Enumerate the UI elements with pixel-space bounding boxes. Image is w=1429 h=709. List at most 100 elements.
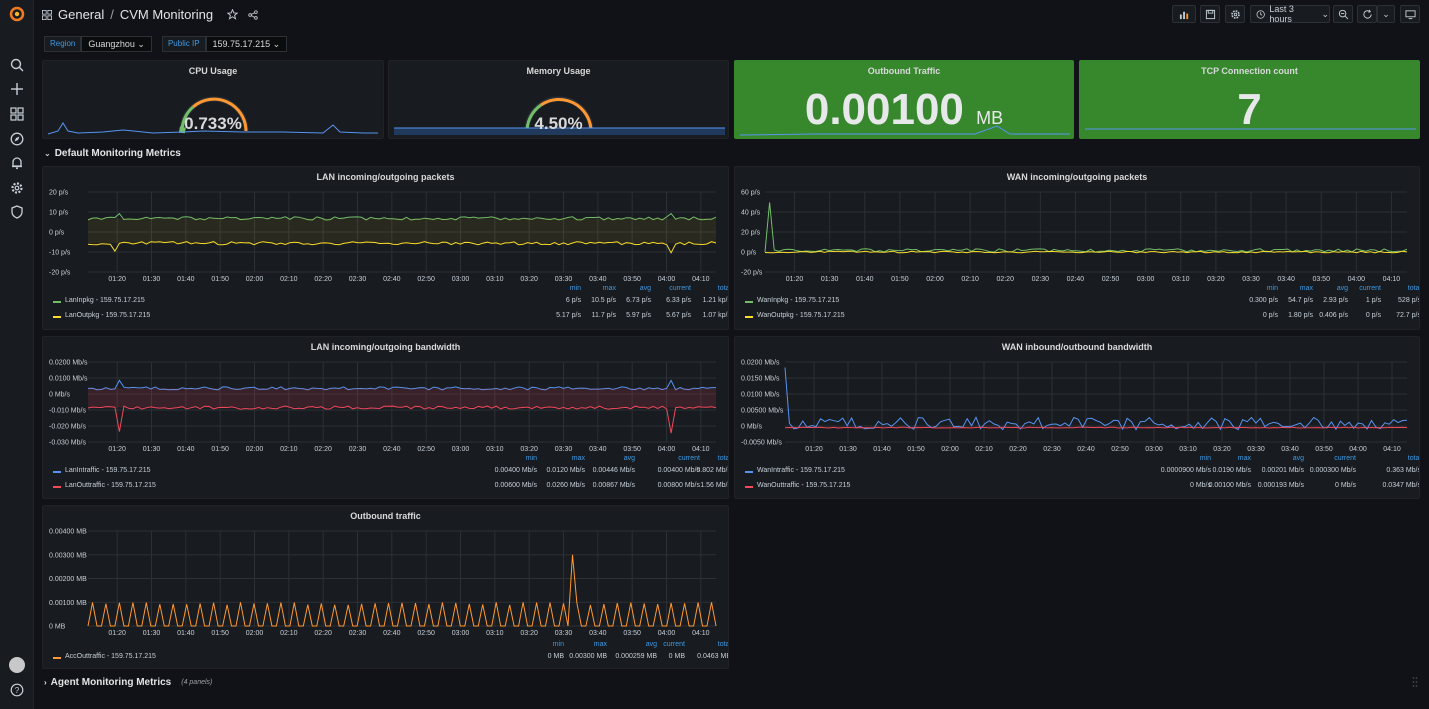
legend-row[interactable]: LanInpkg - 159.75.17.215 6 p/s 10.5 p/s 6.7…	[51, 297, 728, 307]
user-avatar[interactable]	[9, 657, 25, 673]
legend-series-name[interactable]: WanInpkg - 159.75.17.215	[757, 297, 840, 304]
wan-bandwidth-panel[interactable]: WAN inbound/outbound bandwidth 0.0200 Mb…	[734, 336, 1420, 499]
tcp-connection-panel[interactable]: TCP Connection count 7	[1079, 60, 1420, 139]
lan-bandwidth-panel[interactable]: LAN incoming/outgoing bandwidth 0.0200 M…	[42, 336, 729, 499]
legend-row[interactable]: WanOuttraffic - 159.75.17.215 0 Mb/s 0.001…	[743, 482, 1419, 492]
legend-series-name[interactable]: LanIntraffic - 159.75.17.215	[65, 467, 151, 474]
legend-header-max[interactable]: max	[602, 285, 616, 292]
legend-header-min[interactable]: min	[1266, 285, 1278, 292]
row-agent-metrics[interactable]: › Agent Monitoring Metrics (4 panels)	[44, 677, 212, 688]
alerting-bell-icon[interactable]	[9, 155, 25, 171]
legend-header-avg[interactable]: avg	[1292, 455, 1304, 462]
legend-series-name[interactable]: WanOuttraffic - 159.75.17.215	[757, 482, 851, 489]
legend-series-name[interactable]: LanInpkg - 159.75.17.215	[65, 297, 145, 304]
memory-usage-panel[interactable]: Memory Usage 4.50%	[388, 60, 729, 139]
legend-swatch[interactable]	[53, 657, 61, 659]
legend-header-total[interactable]: total	[1407, 455, 1420, 462]
legend-swatch[interactable]	[745, 471, 753, 473]
legend-swatch[interactable]	[53, 301, 61, 303]
refresh-interval-dropdown[interactable]: ⌄	[1377, 5, 1395, 23]
grafana-logo-icon[interactable]	[9, 6, 25, 22]
legend-header-current[interactable]: current	[1359, 285, 1381, 292]
x-tick-label: 03:00	[1137, 276, 1155, 283]
legend-row[interactable]: LanIntraffic - 159.75.17.215 0.00400 Mb/s…	[51, 467, 728, 477]
drag-handle-icon[interactable]	[1412, 676, 1418, 688]
legend-swatch[interactable]	[745, 486, 753, 488]
wan-packets-panel[interactable]: WAN incoming/outgoing packets 60 p/s 40 p…	[734, 166, 1420, 330]
dashboards-icon[interactable]	[9, 106, 25, 122]
legend-header-total[interactable]: total	[1407, 285, 1420, 292]
legend-row[interactable]: WanInpkg - 159.75.17.215 0.300 p/s 54.7 p/…	[743, 297, 1419, 307]
share-icon[interactable]	[248, 9, 258, 20]
legend-swatch[interactable]	[745, 316, 753, 318]
legend-value-max: 0.00100 Mb/s	[1208, 482, 1251, 489]
legend-row[interactable]: LanOuttraffic - 159.75.17.215 0.00600 Mb/…	[51, 482, 728, 492]
legend-header-min[interactable]: min	[525, 455, 537, 462]
legend-series-name[interactable]: WanOutpkg - 159.75.17.215	[757, 312, 845, 319]
dashboard-title[interactable]: CVM Monitoring	[119, 7, 214, 22]
cpu-usage-panel[interactable]: CPU Usage 0.733%	[42, 60, 384, 139]
breadcrumb-folder[interactable]: General	[58, 7, 105, 22]
x-tick-label: 02:30	[349, 446, 367, 453]
legend-header-total[interactable]: total	[717, 285, 728, 292]
lan-packets-panel[interactable]: LAN incoming/outgoing packets 20 p/s 10 p…	[42, 166, 729, 330]
chevron-down-icon: ⌄	[44, 149, 51, 158]
y-tick-label: 0.0100 Mb/s	[49, 376, 88, 383]
legend-header-avg[interactable]: avg	[645, 641, 657, 648]
legend-header-min[interactable]: min	[1199, 455, 1211, 462]
legend-value-min: 6 p/s	[565, 297, 581, 304]
legend-swatch[interactable]	[53, 316, 61, 318]
dashboard-settings-button[interactable]	[1225, 5, 1245, 23]
plus-icon[interactable]	[9, 81, 25, 97]
refresh-button[interactable]	[1357, 5, 1377, 23]
legend-row[interactable]: WanIntraffic - 159.75.17.215 0.0000900 Mb…	[743, 467, 1419, 477]
legend-row[interactable]: LanOutpkg - 159.75.17.215 5.17 p/s 11.7 p/…	[51, 312, 728, 322]
add-panel-button[interactable]	[1172, 5, 1196, 23]
legend-header-avg[interactable]: avg	[639, 285, 651, 292]
legend-series-name[interactable]: LanOuttraffic - 159.75.17.215	[65, 482, 156, 489]
legend-header-min[interactable]: min	[569, 285, 581, 292]
legend-header-current[interactable]: current	[678, 455, 700, 462]
legend-value-max: 10.5 p/s	[591, 297, 616, 304]
legend-header-current[interactable]: current	[669, 285, 691, 292]
outbound-traffic-graph-panel[interactable]: Outbound traffic 0.00400 MB 0.00300 MB 0.0…	[42, 505, 729, 669]
save-dashboard-button[interactable]	[1200, 5, 1220, 23]
legend-header-current[interactable]: current	[663, 641, 685, 648]
graph-plot: 0.0200 Mb/s 0.0150 Mb/s 0.0100 Mb/s 0.00500…	[741, 360, 1408, 453]
legend-series-name[interactable]: WanIntraffic - 159.75.17.215	[757, 467, 845, 474]
legend-header-max[interactable]: max	[571, 455, 585, 462]
variable-select-public-ip[interactable]: 159.75.17.215 ⌄	[205, 36, 288, 52]
help-icon[interactable]: ?	[9, 682, 25, 698]
legend-swatch[interactable]	[53, 486, 61, 488]
legend-swatch[interactable]	[53, 471, 61, 473]
legend-header-avg[interactable]: avg	[623, 455, 635, 462]
legend-header-max[interactable]: max	[1237, 455, 1251, 462]
legend-header-total[interactable]: total	[717, 455, 728, 462]
legend-series-name[interactable]: AccOuttraffic - 159.75.17.215	[65, 653, 156, 660]
configuration-gear-icon[interactable]	[9, 180, 25, 196]
tv-mode-button[interactable]	[1400, 5, 1420, 23]
legend-series-name[interactable]: LanOutpkg - 159.75.17.215	[65, 312, 151, 319]
legend-header-current[interactable]: current	[1334, 455, 1356, 462]
legend-header-max[interactable]: max	[593, 641, 607, 648]
x-tick-label: 04:00	[1348, 276, 1366, 283]
row-default-metrics[interactable]: ⌄ Default Monitoring Metrics	[44, 148, 181, 159]
legend-header-max[interactable]: max	[1299, 285, 1313, 292]
breadcrumb-separator: /	[110, 7, 114, 22]
explore-compass-icon[interactable]	[9, 131, 25, 147]
zoom-out-button[interactable]	[1333, 5, 1353, 23]
series-line-1	[87, 212, 717, 221]
legend-header-avg[interactable]: avg	[1336, 285, 1348, 292]
search-icon[interactable]	[9, 57, 25, 73]
server-admin-shield-icon[interactable]	[9, 204, 25, 220]
legend-swatch[interactable]	[745, 301, 753, 303]
legend-row[interactable]: WanOutpkg - 159.75.17.215 0 p/s 1.80 p/s 0.…	[743, 312, 1419, 322]
legend-header-min[interactable]: min	[552, 641, 564, 648]
y-tick-label: 10 p/s	[49, 210, 69, 217]
legend-row[interactable]: AccOuttraffic - 159.75.17.215 0 MB 0.00300…	[51, 653, 728, 663]
variable-select-region[interactable]: Guangzhou ⌄	[81, 36, 152, 52]
star-icon[interactable]	[227, 9, 239, 20]
outbound-traffic-panel[interactable]: Outbound Traffic 0.00100 MB	[734, 60, 1074, 139]
time-range-picker[interactable]: Last 3 hours ⌄	[1250, 4, 1330, 24]
legend-header-total[interactable]: total	[717, 641, 728, 648]
